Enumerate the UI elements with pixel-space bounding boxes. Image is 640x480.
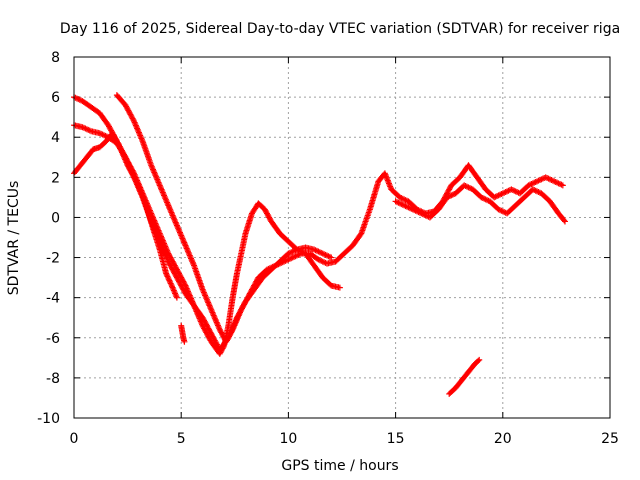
data-point	[328, 254, 335, 261]
series-track-b	[71, 130, 180, 301]
data-point	[476, 356, 483, 363]
x-tick-label: 25	[601, 431, 619, 447]
data-point	[228, 328, 235, 335]
y-axis-label: SDTVAR / TECUs	[6, 181, 22, 296]
data-point	[130, 168, 137, 175]
y-axis-ticks: -10 -8 -6 -4 -2 0 2 4 6 8	[37, 50, 610, 427]
y-tick-label: -6	[46, 331, 60, 347]
y-tick-label: 0	[51, 210, 60, 226]
data-points	[71, 92, 568, 397]
x-tick-label: 5	[177, 431, 186, 447]
series-track-c	[71, 122, 343, 357]
data-point	[561, 217, 568, 224]
data-point	[220, 344, 227, 351]
x-tick-label: 10	[279, 431, 297, 447]
series-track-g	[446, 356, 483, 397]
series-track-f	[178, 322, 188, 345]
grid-lines	[74, 57, 610, 418]
series-track-d	[113, 92, 566, 345]
y-tick-label: 6	[51, 90, 60, 106]
data-point	[173, 294, 180, 301]
data-point	[130, 116, 137, 123]
series-track-e	[392, 182, 568, 225]
data-point	[336, 284, 343, 291]
y-tick-label: -8	[46, 371, 60, 387]
x-axis-label: GPS time / hours	[281, 458, 398, 474]
data-point	[357, 231, 364, 238]
y-tick-label: 4	[51, 130, 60, 146]
chart-title: Day 116 of 2025, Sidereal Day-to-day VTE…	[60, 21, 620, 37]
data-point	[475, 357, 482, 364]
data-point	[561, 218, 568, 225]
x-tick-label: 15	[387, 431, 405, 447]
data-point	[181, 281, 188, 288]
y-tick-label: 8	[51, 50, 60, 66]
y-tick-label: -10	[37, 411, 60, 427]
x-tick-label: 20	[494, 431, 512, 447]
y-tick-label: 2	[51, 170, 60, 186]
y-tick-label: -2	[46, 251, 60, 267]
data-point	[559, 182, 566, 189]
x-tick-label: 0	[70, 431, 79, 447]
plot-frame	[73, 56, 611, 419]
y-tick-label: -4	[46, 291, 60, 307]
data-point	[181, 338, 188, 345]
